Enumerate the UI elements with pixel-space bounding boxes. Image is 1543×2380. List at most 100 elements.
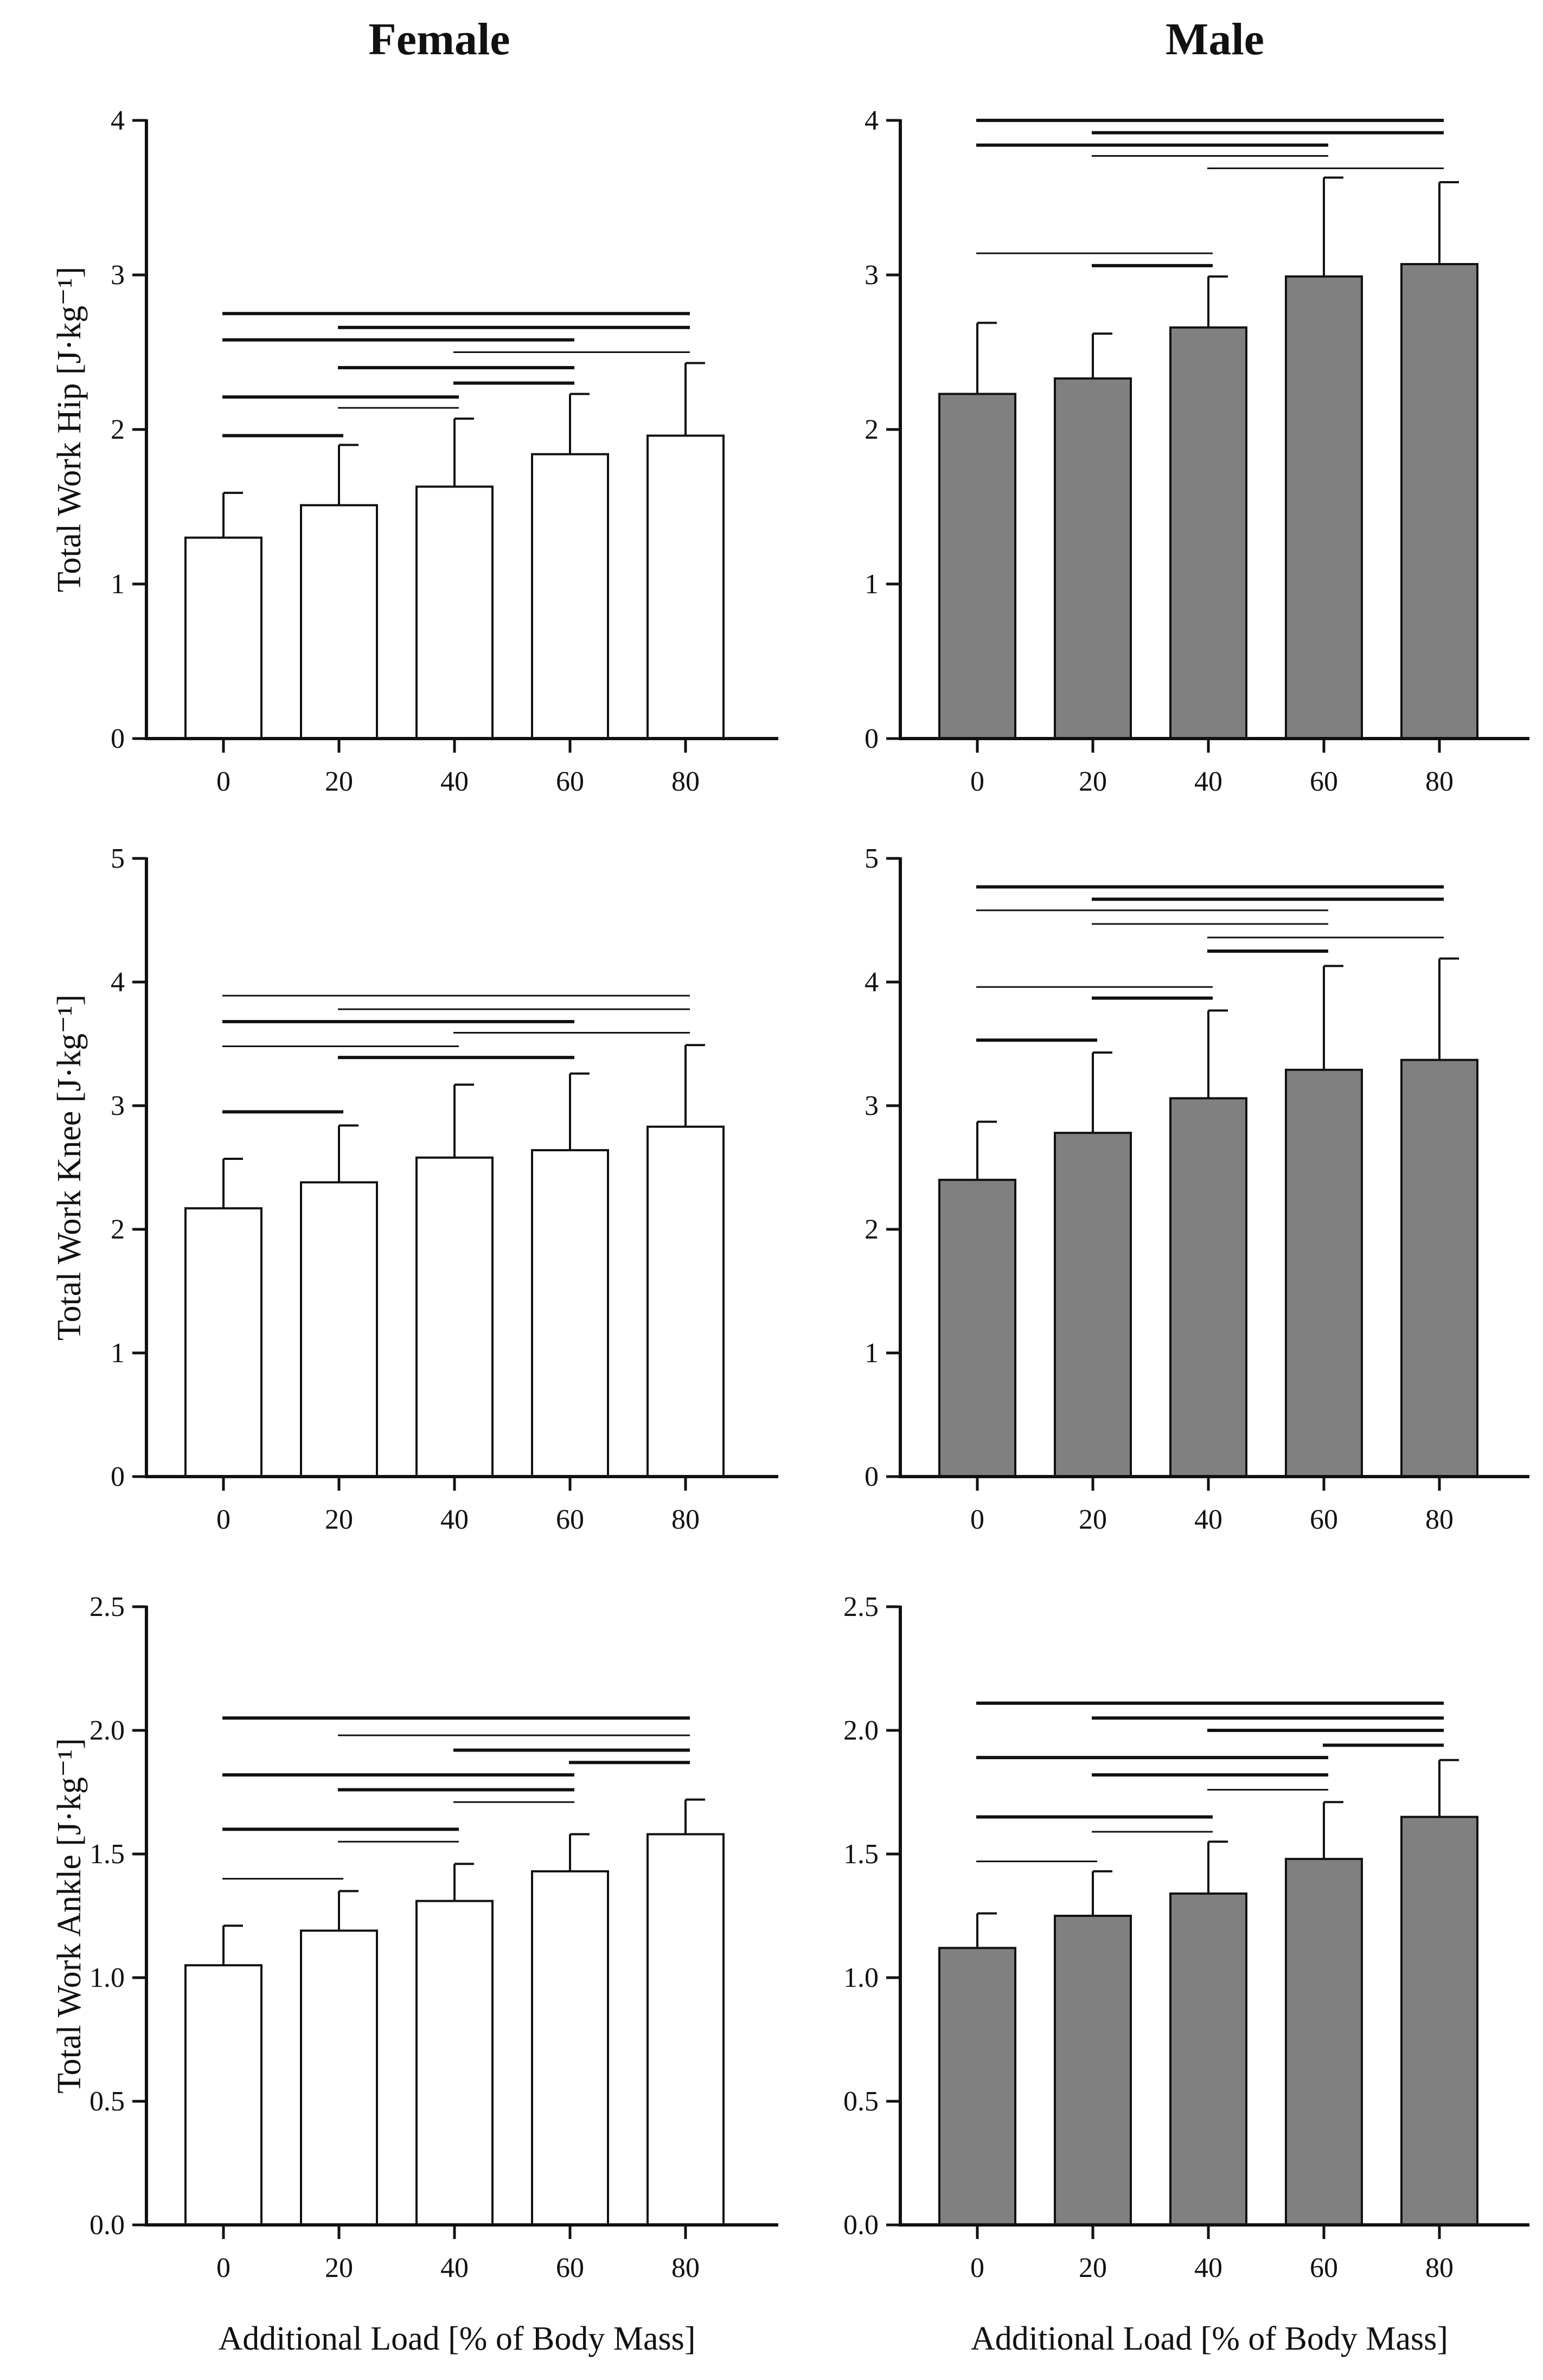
male-hip-y-tick-label: 4 [865, 105, 879, 136]
female-ankle-chart: 0.0 0.5 1.0 1.5 2.0 2.5 0 20 40 60 80 Total Work An… [51, 1592, 778, 2357]
female-knee-x-tick-label: 60 [556, 1504, 584, 1535]
female-hip-y-tick-label: 2 [111, 414, 125, 445]
female-hip-y-axis-title: Total Work Hip [J·kg⁻¹] [51, 267, 88, 592]
female-ankle-bar-20 [300, 1929, 378, 2227]
female-ankle-y-tick-label: 1.5 [89, 1839, 125, 1870]
female-hip-x-tick-label: 20 [325, 766, 353, 797]
female-knee-chart: 0 1 2 3 4 5 0 20 40 60 80 Total Work Knee [J·kg⁻¹] [51, 843, 778, 1535]
male-hip-bar-60 [1285, 275, 1363, 740]
male-hip-y-tick-label: 1 [865, 569, 879, 600]
female-ankle-x-axis-title: Additional Load [% of Body Mass] [219, 2320, 696, 2357]
female-ankle-x-tick-label: 60 [556, 2253, 584, 2283]
male-ankle-x-tick-label: 20 [1079, 2253, 1107, 2283]
male-hip-bar-0 [938, 393, 1016, 740]
female-knee-y-tick-label: 3 [111, 1090, 125, 1121]
male-knee-x-tick-label: 0 [970, 1504, 984, 1535]
male-knee-x-tick-label: 80 [1425, 1504, 1454, 1535]
male-knee-y-tick-label: 3 [865, 1090, 879, 1121]
female-ankle-bar-60 [531, 1870, 609, 2226]
female-hip-y-tick-label: 0 [111, 723, 125, 754]
female-ankle-x-tick-label: 20 [325, 2253, 353, 2283]
male-knee-chart: 0 1 2 3 4 5 0 20 40 60 80 [865, 843, 1529, 1535]
male-column-title: Male [1166, 14, 1264, 65]
male-hip-x-tick-label: 80 [1425, 766, 1454, 797]
male-knee-bar-40 [1169, 1097, 1247, 1478]
male-knee-bar-20 [1054, 1132, 1132, 1478]
female-ankle-y-tick-label: 2.0 [89, 1715, 125, 1746]
male-knee-x-tick-label: 20 [1079, 1504, 1107, 1535]
female-hip-bar-60 [531, 453, 609, 740]
female-knee-y-tick-label: 1 [111, 1338, 125, 1369]
female-knee-y-axis-title: Total Work Knee [J·kg⁻¹] [51, 995, 88, 1340]
male-ankle-x-tick-label: 80 [1425, 2253, 1454, 2283]
male-knee-bar-80 [1400, 1059, 1478, 1478]
female-ankle-y-tick-label: 1.0 [89, 1962, 125, 1993]
male-knee-bar-60 [1285, 1068, 1363, 1478]
male-knee-y-tick-label: 5 [865, 843, 879, 874]
female-hip-x-tick-label: 0 [216, 766, 231, 797]
female-ankle-y-tick-label: 0.5 [89, 2086, 125, 2117]
male-hip-x-tick-label: 40 [1194, 766, 1222, 797]
male-ankle-y-tick-label: 0.0 [843, 2210, 879, 2241]
male-ankle-y-tick-label: 1.0 [843, 1962, 879, 1993]
female-hip-bar-0 [184, 536, 262, 740]
male-hip-bar-40 [1169, 326, 1247, 740]
female-hip-bar-80 [646, 434, 725, 740]
female-hip-y-tick-label: 4 [111, 105, 125, 136]
female-ankle-y-axis-title: Total Work Ankle [J·kg⁻¹] [51, 1738, 88, 2094]
male-hip-x-tick-label: 0 [970, 766, 984, 797]
male-ankle-x-tick-label: 60 [1310, 2253, 1338, 2283]
female-hip-x-tick-label: 40 [440, 766, 469, 797]
female-ankle-bar-0 [184, 1964, 262, 2226]
female-knee-x-tick-label: 40 [440, 1504, 469, 1535]
male-ankle-y-tick-label: 1.5 [843, 1839, 879, 1870]
female-knee-y-tick-label: 5 [111, 843, 125, 874]
female-ankle-y-tick-label: 2.5 [89, 1592, 125, 1622]
male-knee-y-tick-label: 0 [865, 1461, 879, 1492]
male-ankle-x-tick-label: 40 [1194, 2253, 1222, 2283]
female-ankle-x-tick-label: 80 [671, 2253, 700, 2283]
female-ankle-y-tick-label: 0.0 [89, 2210, 125, 2241]
male-hip-y-tick-label: 2 [865, 414, 879, 445]
female-hip-bar-40 [415, 485, 494, 740]
male-ankle-x-axis-title: Additional Load [% of Body Mass] [971, 2320, 1448, 2357]
female-knee-bar-40 [415, 1156, 494, 1478]
male-ankle-y-tick-label: 2.0 [843, 1715, 879, 1746]
female-ankle-x-tick-label: 0 [216, 2253, 231, 2283]
male-hip-bar-20 [1054, 377, 1132, 740]
female-knee-x-tick-label: 20 [325, 1504, 353, 1535]
female-knee-x-tick-label: 80 [671, 1504, 700, 1535]
male-ankle-bar-0 [938, 1947, 1016, 2227]
female-knee-x-tick-label: 0 [216, 1504, 231, 1535]
male-ankle-chart: 0.0 0.5 1.0 1.5 2.0 2.5 0 20 40 60 80 Additional Lo… [843, 1592, 1529, 2357]
female-knee-bar-0 [184, 1207, 262, 1478]
male-ankle-x-tick-label: 0 [970, 2253, 984, 2283]
male-hip-x-tick-label: 20 [1079, 766, 1107, 797]
male-ankle-y-tick-label: 2.5 [843, 1592, 879, 1622]
female-knee-bar-80 [646, 1125, 725, 1478]
male-knee-x-tick-label: 60 [1310, 1504, 1338, 1535]
male-knee-bar-0 [938, 1178, 1016, 1478]
female-ankle-x-tick-label: 40 [440, 2253, 469, 2283]
male-hip-bar-80 [1400, 263, 1478, 740]
female-hip-bar-20 [300, 504, 378, 740]
female-ankle-bar-80 [646, 1833, 725, 2226]
female-hip-x-tick-label: 80 [671, 766, 700, 797]
male-ankle-bar-40 [1169, 1892, 1247, 2226]
male-hip-x-tick-label: 60 [1310, 766, 1338, 797]
female-ankle-bar-40 [415, 1900, 494, 2226]
female-knee-y-tick-label: 2 [111, 1214, 125, 1245]
female-knee-bar-60 [531, 1149, 609, 1478]
female-hip-y-tick-label: 3 [111, 260, 125, 291]
male-knee-y-tick-label: 4 [865, 967, 879, 998]
female-knee-y-tick-label: 4 [111, 967, 125, 998]
female-hip-y-tick-label: 1 [111, 569, 125, 600]
male-hip-y-tick-label: 0 [865, 723, 879, 754]
male-ankle-bar-60 [1285, 1858, 1363, 2227]
male-ankle-y-tick-label: 0.5 [843, 2086, 879, 2117]
male-ankle-bar-80 [1400, 1816, 1478, 2227]
